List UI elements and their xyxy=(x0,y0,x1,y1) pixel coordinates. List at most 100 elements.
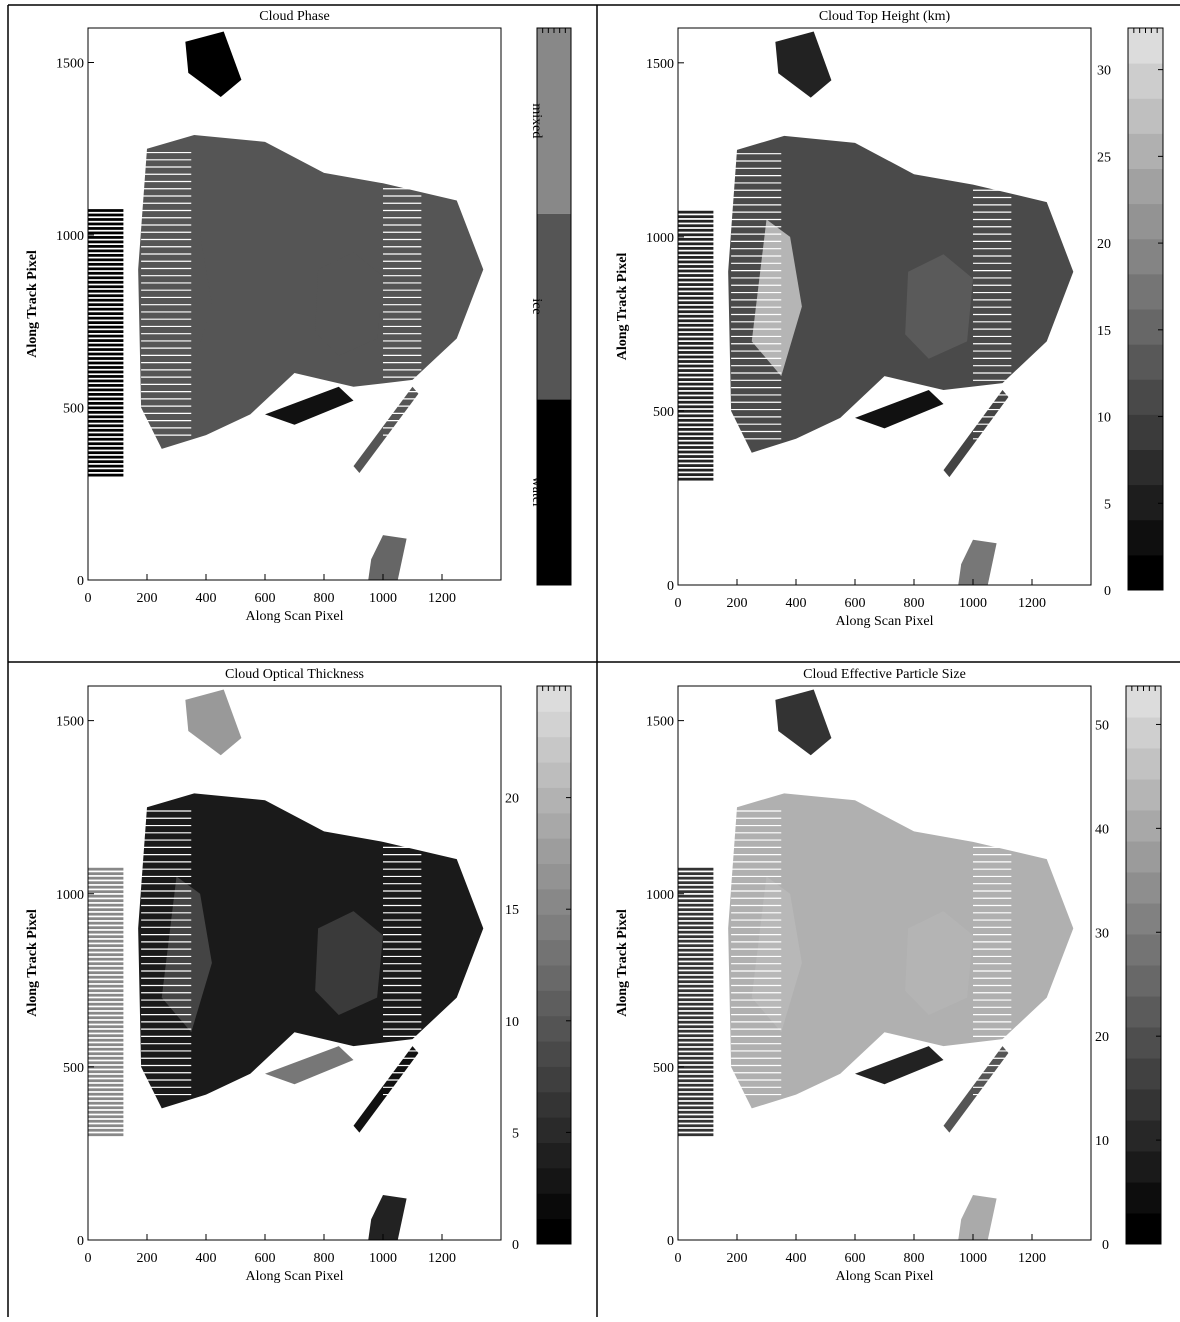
scene-stripe xyxy=(678,414,713,417)
x-tick-label: 600 xyxy=(255,591,276,606)
scene-stripe xyxy=(88,895,123,898)
scene-stripe xyxy=(678,233,713,236)
scene-stripe xyxy=(88,375,123,378)
scene-stripe xyxy=(88,868,123,871)
scene-stripe xyxy=(88,922,123,925)
scene-stripe xyxy=(88,1106,123,1109)
scene-stripe xyxy=(88,380,123,383)
colorbar-level xyxy=(1128,28,1163,64)
scene-stripe xyxy=(678,337,713,340)
x-tick-label: 200 xyxy=(727,596,748,611)
scene-stripe xyxy=(88,1012,123,1015)
x-tick-label: 1200 xyxy=(1018,1251,1046,1266)
scene-stripe xyxy=(88,294,123,297)
x-tick-label: 400 xyxy=(196,591,217,606)
scene-stripe xyxy=(88,272,123,275)
scene-stripe xyxy=(678,283,713,286)
colorbar-tick-label: 15 xyxy=(1097,324,1111,339)
scene-stripe xyxy=(678,464,713,467)
colorbar-level xyxy=(1126,841,1161,873)
scene-stripe xyxy=(678,220,713,223)
scene-stripe xyxy=(88,285,123,288)
colorbar-level xyxy=(537,1066,571,1092)
scene-stripe xyxy=(678,989,713,992)
colorbar-level xyxy=(537,1092,571,1118)
scene-stripe xyxy=(88,1115,123,1118)
colorbar-level xyxy=(537,914,571,940)
y-axis-label: Along Track Pixel xyxy=(25,250,40,358)
scene-stripe xyxy=(88,1007,123,1010)
scene-stripe xyxy=(678,1102,713,1105)
x-tick-label: 0 xyxy=(85,591,92,606)
x-tick-label: 400 xyxy=(196,1251,217,1266)
scene-stripe xyxy=(88,389,123,392)
scene-stripe xyxy=(88,931,123,934)
colorbar-level xyxy=(537,711,571,737)
scene-stripe xyxy=(678,962,713,965)
scene-stripe xyxy=(678,935,713,938)
scene-stripe xyxy=(678,328,713,331)
scene-stripe xyxy=(88,1120,123,1123)
scene-stripe xyxy=(88,335,123,338)
colorbar-level xyxy=(1126,965,1161,997)
scene-stripe xyxy=(678,881,713,884)
panel: Cloud Optical ThicknessAlong Scan PixelA… xyxy=(25,667,571,1284)
scene-stripe xyxy=(88,326,123,329)
scene-stripe xyxy=(678,1012,713,1015)
colorbar-level xyxy=(1126,996,1161,1028)
scene-stripe xyxy=(88,218,123,221)
scene-stripe xyxy=(678,270,713,273)
y-tick-label: 0 xyxy=(77,1234,84,1249)
scene-stripe xyxy=(678,1030,713,1033)
colorbar-level xyxy=(537,813,571,839)
x-tick-label: 800 xyxy=(904,596,925,611)
scene-stripe xyxy=(678,274,713,277)
colorbar-tick-label: 0 xyxy=(1104,584,1111,599)
scene-stripe xyxy=(678,279,713,282)
scene-stripe xyxy=(88,442,123,445)
scene-stripe xyxy=(88,1061,123,1064)
x-tick-label: 600 xyxy=(845,1251,866,1266)
panel: Cloud Top Height (km)Along Scan PixelAlo… xyxy=(615,9,1163,629)
scene-stripe xyxy=(678,1093,713,1096)
colorbar-level xyxy=(537,838,571,864)
scene-stripe xyxy=(88,299,123,302)
y-tick-label: 0 xyxy=(667,1234,674,1249)
scene-stripe xyxy=(88,245,123,248)
scene-stripe xyxy=(88,397,123,400)
scene-stripe xyxy=(678,469,713,472)
scene-stripe xyxy=(678,256,713,259)
scene-stripe xyxy=(678,478,713,481)
colorbar-level xyxy=(1128,133,1163,169)
x-tick-label: 400 xyxy=(786,1251,807,1266)
scene-stripe xyxy=(88,317,123,320)
colorbar-level xyxy=(537,1016,571,1042)
scene-stripe xyxy=(678,306,713,309)
scene-stripe xyxy=(88,330,123,333)
scene-stripe xyxy=(88,1084,123,1087)
y-tick-label: 0 xyxy=(667,579,674,594)
scene-stripe xyxy=(88,872,123,875)
scene-stripe xyxy=(678,899,713,902)
scene-stripe xyxy=(88,433,123,436)
x-tick-label: 1000 xyxy=(369,1251,397,1266)
scene-stripe xyxy=(88,1034,123,1037)
scene-stripe xyxy=(88,949,123,952)
scene-stripe xyxy=(678,369,713,372)
scene-stripe xyxy=(678,908,713,911)
y-tick-label: 1500 xyxy=(56,715,84,730)
scene-stripe xyxy=(88,353,123,356)
scene-stripe xyxy=(88,1003,123,1006)
scene-stripe xyxy=(678,437,713,440)
scene-stripe xyxy=(88,989,123,992)
scene-stripe xyxy=(678,428,713,431)
scene-stripe xyxy=(88,899,123,902)
scene-stripe xyxy=(678,926,713,929)
scene-stripe xyxy=(678,940,713,943)
scene-stripe xyxy=(88,917,123,920)
scene-stripe xyxy=(88,971,123,974)
scene-stripe xyxy=(88,362,123,365)
scene-stripe xyxy=(88,281,123,284)
scene-stripe xyxy=(678,886,713,889)
scene-stripe xyxy=(678,251,713,254)
